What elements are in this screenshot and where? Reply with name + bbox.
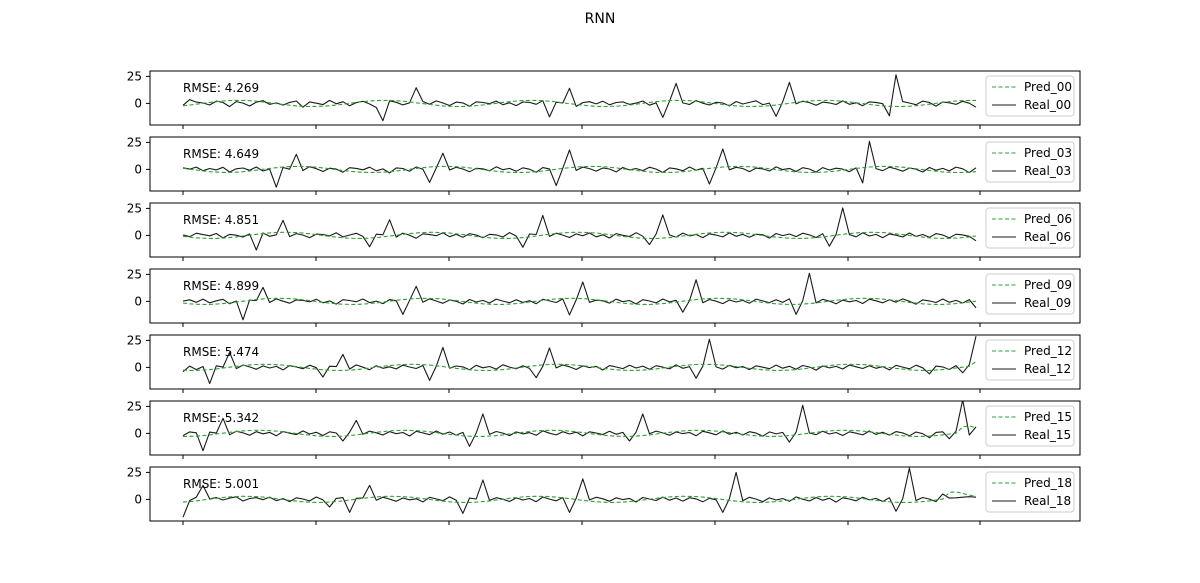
y-tick-label: 0	[134, 228, 142, 242]
rmse-annotation: RMSE: 5.474	[183, 345, 259, 359]
axes-frame	[149, 334, 1081, 390]
legend: Pred_00 Real_00	[985, 75, 1075, 117]
legend: Pred_18 Real_18	[985, 471, 1075, 513]
pred-series-line	[182, 297, 977, 305]
pred-series-line	[182, 231, 977, 239]
y-tick-label: 0	[134, 426, 142, 440]
y-tick-label: 0	[134, 162, 142, 176]
y-tick-label: 0	[134, 492, 142, 506]
legend-pred-label: Pred_15	[1024, 410, 1072, 424]
series-group	[182, 467, 977, 518]
pred-series-line	[182, 99, 976, 108]
y-tick-label: 25	[127, 201, 142, 215]
real-series-line	[182, 74, 977, 122]
legend-real-label: Real_12	[1024, 362, 1071, 376]
pred-series-line	[182, 165, 977, 174]
series-group	[182, 272, 977, 321]
subplot-4: 0 25 RMSE: 5.474 Pred_12 Real_12	[127, 333, 1081, 393]
legend-real-label: Real_03	[1024, 164, 1071, 178]
subplot-6: 0 25 RMSE: 5.001 Pred_18 Real_18	[127, 465, 1081, 525]
legend-real-label: Real_18	[1024, 494, 1071, 508]
subplot-1: 0 25 RMSE: 4.649 Pred_03 Real_03	[127, 135, 1081, 195]
legend-real-label: Real_09	[1024, 296, 1071, 310]
pred-series-line	[182, 361, 977, 371]
pred-series-line	[182, 491, 977, 503]
y-tick-label: 25	[127, 399, 142, 413]
series-group	[182, 335, 977, 385]
rmse-annotation: RMSE: 4.269	[183, 81, 259, 95]
legend-box	[985, 141, 1075, 183]
real-series-line	[182, 207, 977, 251]
real-series-line	[182, 467, 977, 518]
legend-pred-label: Pred_18	[1024, 476, 1072, 490]
legend-box	[985, 339, 1075, 381]
series-group	[182, 207, 977, 251]
rmse-annotation: RMSE: 4.649	[183, 147, 259, 161]
legend-pred-label: Pred_06	[1024, 212, 1072, 226]
legend-box	[985, 471, 1075, 513]
axes-frame	[149, 466, 1081, 522]
legend-box	[985, 273, 1075, 315]
legend-box	[985, 405, 1075, 447]
legend-box	[985, 75, 1075, 117]
subplot-0: 0 25 RMSE: 4.269 Pred_00 Real_00	[127, 69, 1081, 129]
real-series-line	[182, 140, 977, 188]
legend-real-label: Real_06	[1024, 230, 1071, 244]
real-series-line	[182, 401, 977, 452]
y-tick-label: 25	[127, 465, 142, 479]
rmse-annotation: RMSE: 5.001	[183, 477, 259, 491]
series-group	[182, 401, 977, 452]
legend-box	[985, 207, 1075, 249]
legend: Pred_15 Real_15	[985, 405, 1075, 447]
legend-pred-label: Pred_09	[1024, 278, 1072, 292]
legend-real-label: Real_15	[1024, 428, 1071, 442]
legend-pred-label: Pred_00	[1024, 80, 1072, 94]
series-group	[182, 74, 977, 122]
legend: Pred_12 Real_12	[985, 339, 1075, 381]
real-series-line	[182, 272, 977, 321]
series-group	[182, 140, 977, 188]
rmse-annotation: RMSE: 5.342	[183, 411, 259, 425]
legend: Pred_06 Real_06	[985, 207, 1075, 249]
subplot-2: 0 25 RMSE: 4.851 Pred_06 Real_06	[127, 201, 1081, 261]
y-tick-label: 0	[134, 96, 142, 110]
y-tick-label: 0	[134, 360, 142, 374]
y-tick-label: 25	[127, 135, 142, 149]
pred-series-line	[183, 425, 977, 437]
legend: Pred_03 Real_03	[985, 141, 1075, 183]
axes-frame	[149, 400, 1081, 456]
legend-real-label: Real_00	[1024, 98, 1071, 112]
legend: Pred_09 Real_09	[985, 273, 1075, 315]
axes-frame	[149, 136, 1081, 192]
axes-frame	[149, 202, 1081, 258]
legend-pred-label: Pred_03	[1024, 146, 1072, 160]
rmse-annotation: RMSE: 4.851	[183, 213, 259, 227]
y-tick-label: 25	[127, 333, 142, 347]
legend-pred-label: Pred_12	[1024, 344, 1072, 358]
axes-frame	[149, 70, 1081, 126]
subplot-3: 0 25 RMSE: 4.899 Pred_09 Real_09	[127, 267, 1081, 327]
real-series-line	[182, 335, 977, 385]
axes-frame	[149, 268, 1081, 324]
figure-title: RNN	[585, 11, 616, 27]
y-tick-label: 25	[127, 267, 142, 281]
subplot-5: 0 25 RMSE: 5.342 Pred_15 Real_15	[127, 399, 1081, 459]
y-tick-label: 0	[134, 294, 142, 308]
subplot-stack: 0 25 RMSE: 4.269 Pred_00 Real_00 0 25 RMSE: 4.6…	[127, 69, 1081, 525]
y-tick-label: 25	[127, 69, 142, 83]
rmse-annotation: RMSE: 4.899	[183, 279, 259, 293]
